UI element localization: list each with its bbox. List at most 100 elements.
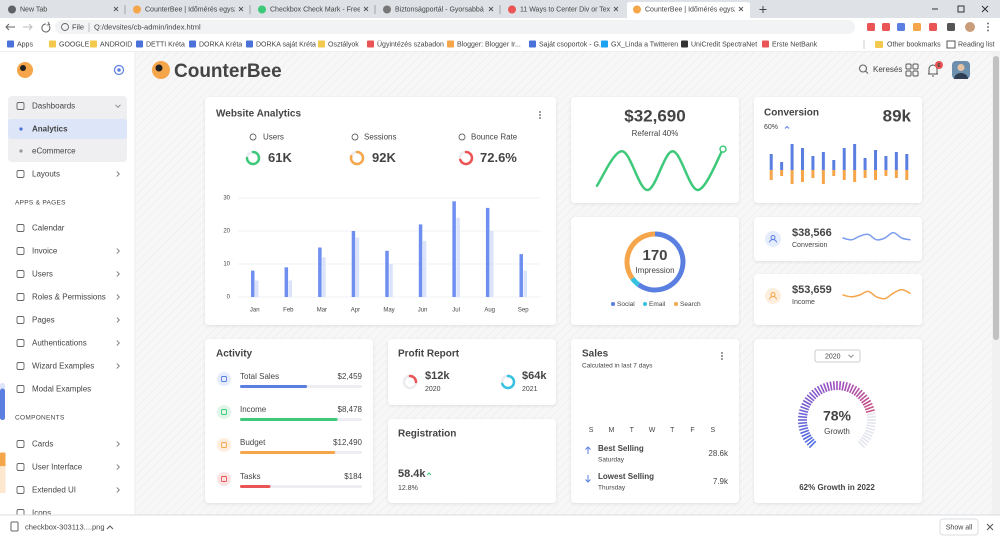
tab-title[interactable]: Biztonságportál - Gyorsabbá vál... xyxy=(395,6,500,13)
menu-item[interactable]: eCommerce xyxy=(32,147,76,156)
menu-item[interactable]: Extended UI xyxy=(32,486,76,495)
year-select[interactable] xyxy=(814,349,861,363)
tab[interactable]: CounterBee | Időmérés egyszerű... xyxy=(627,2,753,18)
extension-icon[interactable] xyxy=(897,23,905,31)
bookmark-icon[interactable] xyxy=(762,40,769,48)
bookmark-icon[interactable] xyxy=(189,40,196,48)
bookmark[interactable]: UniCredit SpectraNet xyxy=(691,41,757,48)
show-all[interactable]: Show all xyxy=(946,524,973,531)
bookmark[interactable]: GOOGLE xyxy=(59,41,90,48)
apps-icon[interactable] xyxy=(912,70,919,77)
sales-label: Best Selling xyxy=(598,444,644,453)
menu-item[interactable]: Analytics xyxy=(32,125,68,134)
bookmark[interactable]: DORKA saját Kréta xyxy=(256,41,316,48)
tab-title[interactable]: CounterBee | Időmérés egyszerű... xyxy=(645,6,753,13)
menu-item[interactable]: Users xyxy=(32,270,53,279)
bookmark-icon[interactable] xyxy=(90,40,97,48)
bookmark[interactable]: DETTI Kréta xyxy=(146,41,185,48)
menu-item[interactable]: Icons xyxy=(32,509,51,518)
gauge-tick xyxy=(800,429,810,435)
bookmark-icon[interactable] xyxy=(49,40,56,48)
bar xyxy=(905,154,909,170)
menu-item[interactable]: Modal Examples xyxy=(32,385,91,394)
tab-close[interactable] xyxy=(738,6,744,12)
scrollbar-thumb[interactable] xyxy=(993,56,999,340)
chevron xyxy=(116,271,121,277)
menu-item[interactable]: Wizard Examples xyxy=(32,362,94,371)
file-icon[interactable] xyxy=(10,521,19,532)
badge-count[interactable]: 6 xyxy=(937,63,940,69)
bookmark[interactable]: Apps xyxy=(17,41,33,48)
menu-item[interactable]: Layouts xyxy=(32,170,60,179)
download-file[interactable]: checkbox-303113....png xyxy=(25,522,105,531)
url[interactable]: Q:/devsites/cb-admin/index.html xyxy=(94,22,201,31)
menu-item[interactable]: Authentications xyxy=(32,339,87,348)
apps-icon[interactable] xyxy=(905,70,912,77)
apps-icon[interactable] xyxy=(912,63,919,70)
button[interactable] xyxy=(939,518,979,536)
tab[interactable]: 11 Ways to Center Div or Text in... xyxy=(499,5,625,14)
apps-icon[interactable] xyxy=(905,63,912,70)
bookmark[interactable]: Blogger: Blogger Ir... xyxy=(457,41,521,48)
extension-icon[interactable] xyxy=(867,23,875,31)
tab-close[interactable] xyxy=(613,6,619,12)
bookmark-icon[interactable] xyxy=(318,40,325,48)
bookmark-icon[interactable] xyxy=(136,40,143,48)
menu-item[interactable]: Calendar xyxy=(32,224,65,233)
address-field[interactable] xyxy=(55,20,855,34)
extension-icon[interactable] xyxy=(929,23,937,31)
tab[interactable]: Biztonságportál - Gyorsabbá vál... xyxy=(374,5,500,14)
search[interactable]: Keresés xyxy=(873,65,902,74)
extension-icon[interactable] xyxy=(913,23,921,31)
tab-title[interactable]: 11 Ways to Center Div or Text in... xyxy=(520,6,625,13)
gauge-tick xyxy=(801,402,811,409)
sales-value: 7.9k xyxy=(713,477,729,486)
bookmarks-bar xyxy=(0,36,1000,52)
gauge-tick xyxy=(838,381,842,391)
year-select-label[interactable]: 2020 xyxy=(825,353,841,360)
bookmark[interactable]: Saját csoportok - G... xyxy=(539,41,605,48)
trend-arrow xyxy=(585,475,591,483)
menu-item[interactable]: Roles & Permissions xyxy=(32,293,106,302)
tab-close[interactable] xyxy=(363,6,369,12)
tab[interactable]: CounterBee | Időmérés egyszerű... xyxy=(124,5,253,14)
bookmark[interactable]: Osztályok xyxy=(328,41,359,48)
bookmark[interactable]: ANDROID xyxy=(100,41,132,48)
bookmark-icon[interactable] xyxy=(447,40,454,48)
bookmark[interactable]: GX_Linda a Twitteren xyxy=(611,41,678,48)
y-tick-label: 10 xyxy=(223,262,230,268)
menu-item[interactable]: Invoice xyxy=(32,247,58,256)
tab-title[interactable]: Checkbox Check Mark - Free vec... xyxy=(270,6,380,13)
extension-icon[interactable] xyxy=(882,23,890,31)
tab-close[interactable] xyxy=(238,6,244,12)
tab-title[interactable]: New Tab xyxy=(20,6,47,13)
menu-item[interactable]: Cards xyxy=(32,440,53,449)
bookmark[interactable]: Ügyintézés szabadon xyxy=(377,40,444,48)
reading-icon[interactable] xyxy=(946,40,956,49)
folder-icon[interactable] xyxy=(875,41,883,48)
menu-item[interactable]: Dashboards xyxy=(32,102,75,111)
bookmark[interactable]: Other bookmarks xyxy=(887,41,941,48)
gauge-tick xyxy=(851,385,858,395)
ring xyxy=(408,374,418,384)
tab[interactable]: New Tab xyxy=(8,5,119,14)
bookmark[interactable]: DORKA Kréta xyxy=(199,41,242,48)
bookmark-icon[interactable] xyxy=(529,40,536,48)
bookmark-icon[interactable] xyxy=(367,40,374,48)
tab-close[interactable] xyxy=(113,6,119,12)
tab[interactable]: Checkbox Check Mark - Free vec... xyxy=(249,5,380,14)
bookmark[interactable]: Erste NetBank xyxy=(772,41,818,48)
bookmark-icon[interactable] xyxy=(246,40,253,48)
bookmark-icon[interactable] xyxy=(7,40,14,48)
bookmark-icon[interactable] xyxy=(681,40,688,48)
bookmark-icon[interactable] xyxy=(601,40,608,48)
tab-title[interactable]: CounterBee | Időmérés egyszerű... xyxy=(145,6,253,13)
menu-item[interactable]: Pages xyxy=(32,316,55,325)
progress-bar xyxy=(240,451,336,454)
extension-icon[interactable] xyxy=(947,23,955,31)
tab-close[interactable] xyxy=(488,6,494,12)
maximize[interactable] xyxy=(957,5,965,13)
activity-label: Total Sales xyxy=(240,372,279,381)
bookmark[interactable]: Reading list xyxy=(958,41,995,48)
menu-item[interactable]: User Interface xyxy=(32,463,83,472)
